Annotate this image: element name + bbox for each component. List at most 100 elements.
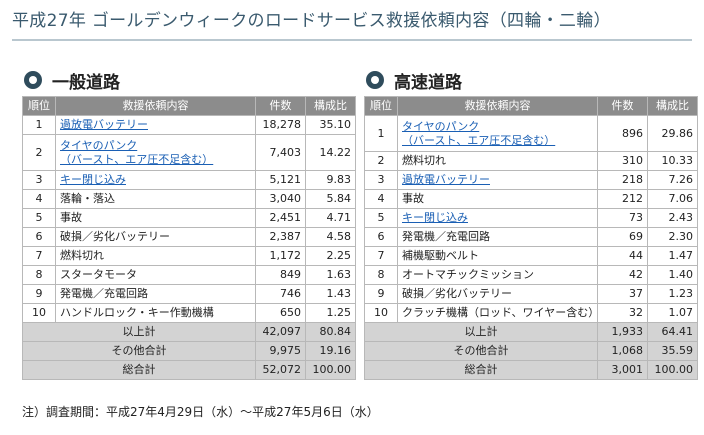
- rank-cell: 7: [364, 246, 398, 266]
- content-cell: 補機駆動ベルト: [397, 246, 598, 266]
- rank-cell: 10: [22, 303, 56, 323]
- table-row: 8 スタータモータ 849 1.63: [22, 265, 356, 285]
- count-cell: 746: [255, 284, 306, 304]
- content-cell: 発電機／充電回路: [55, 284, 256, 304]
- content-link[interactable]: キー閉じ込み: [60, 173, 126, 186]
- content-cell: 事故: [397, 189, 598, 209]
- count-cell: 42: [597, 265, 648, 285]
- others-label: その他合計: [22, 341, 256, 361]
- count-cell: 7,403: [255, 134, 306, 171]
- count-cell: 5,121: [255, 170, 306, 190]
- rank-cell: 6: [22, 227, 56, 247]
- subtotal-count: 1,933: [597, 322, 648, 342]
- content-text: 発電機／充電回路: [402, 230, 490, 243]
- content-cell: タイヤのパンク （バースト、エア圧不足含む）: [397, 115, 598, 152]
- table-row: 10 クラッチ機構（ロッド、ワイヤー含む） 32 1.07: [364, 303, 698, 323]
- content-link[interactable]: タイヤのパンク: [402, 119, 480, 133]
- ratio-cell: 2.43: [647, 208, 698, 228]
- content-text: 補機駆動ベルト: [402, 249, 479, 262]
- rank-cell: 1: [22, 115, 56, 135]
- rank-cell: 7: [22, 246, 56, 266]
- ratio-cell: 7.06: [647, 189, 698, 209]
- content-cell: 過放電バッテリー: [55, 115, 256, 135]
- subtotal-row: 以上計 1,933 64.41: [364, 322, 698, 342]
- table-row: 7 補機駆動ベルト 44 1.47: [364, 246, 698, 266]
- rank-cell: 9: [364, 284, 398, 304]
- highway-title: 高速道路: [394, 72, 462, 93]
- total-row: 総合計 52,072 100.00: [22, 360, 356, 380]
- ratio-cell: 29.86: [647, 115, 698, 152]
- content-text: 破損／劣化バッテリー: [60, 230, 170, 243]
- total-ratio: 100.00: [647, 360, 698, 380]
- count-cell: 73: [597, 208, 648, 228]
- content-cell: 過放電バッテリー: [397, 170, 598, 190]
- table-header-row: 順位 救援依頼内容 件数 構成比: [364, 96, 698, 116]
- content-link[interactable]: 過放電バッテリー: [60, 118, 148, 131]
- subtotal-row: 以上計 42,097 80.84: [22, 322, 356, 342]
- rank-cell: 5: [22, 208, 56, 228]
- content-cell: 燃料切れ: [397, 151, 598, 171]
- content-text: 燃料切れ: [60, 249, 104, 262]
- ratio-cell: 35.10: [305, 115, 356, 135]
- count-cell: 896: [597, 115, 648, 152]
- header-content: 救援依頼内容: [397, 96, 598, 116]
- rank-cell: 8: [364, 265, 398, 285]
- table-row: 4 落輪・落込 3,040 5.84: [22, 189, 356, 209]
- others-count: 9,975: [255, 341, 306, 361]
- content-cell: タイヤのパンク （バースト、エア圧不足含む）: [55, 134, 256, 171]
- ratio-cell: 1.43: [305, 284, 356, 304]
- general-road-heading: 一般道路: [24, 68, 355, 93]
- others-ratio: 35.59: [647, 341, 698, 361]
- rank-cell: 2: [22, 134, 56, 171]
- table-row: 1 過放電バッテリー 18,278 35.10: [22, 115, 356, 135]
- count-cell: 2,451: [255, 208, 306, 228]
- count-cell: 32: [597, 303, 648, 323]
- content-text: ハンドルロック・キー作動機構: [60, 306, 214, 319]
- content-cell: クラッチ機構（ロッド、ワイヤー含む）: [397, 303, 598, 323]
- ratio-cell: 1.47: [647, 246, 698, 266]
- ratio-cell: 4.71: [305, 208, 356, 228]
- count-cell: 69: [597, 227, 648, 247]
- subtotal-count: 42,097: [255, 322, 306, 342]
- content-link[interactable]: 過放電バッテリー: [402, 173, 490, 186]
- page-title: 平成27年 ゴールデンウィークのロードサービス救援依頼内容（四輪・二輪）: [12, 6, 692, 41]
- content-text: 発電機／充電回路: [60, 287, 148, 300]
- rank-cell: 6: [364, 227, 398, 247]
- content-text: オートマチックミッション: [402, 268, 534, 281]
- table-row: 10 ハンドルロック・キー作動機構 650 1.25: [22, 303, 356, 323]
- table-row: 7 燃料切れ 1,172 2.25: [22, 246, 356, 266]
- count-cell: 218: [597, 170, 648, 190]
- content-link[interactable]: （バースト、エア圧不足含む）: [402, 133, 556, 147]
- count-cell: 3,040: [255, 189, 306, 209]
- content-cell: スタータモータ: [55, 265, 256, 285]
- highway-heading: 高速道路: [366, 68, 697, 93]
- content-cell: ハンドルロック・キー作動機構: [55, 303, 256, 323]
- table-row: 9 発電機／充電回路 746 1.43: [22, 284, 356, 304]
- general-road-rows: 1 過放電バッテリー 18,278 35.10 2 タイヤのパンク （バースト、エア圧不足含…: [22, 115, 356, 380]
- table-row: 5 事故 2,451 4.71: [22, 208, 356, 228]
- total-count: 3,001: [597, 360, 648, 380]
- content-link[interactable]: キー閉じ込み: [402, 211, 468, 224]
- count-cell: 2,387: [255, 227, 306, 247]
- ratio-cell: 2.25: [305, 246, 356, 266]
- table-header-row: 順位 救援依頼内容 件数 構成比: [22, 96, 356, 116]
- survey-period-note: 注）調査期間：平成27年4月29日（水）～平成27年5月6日（水）: [22, 405, 379, 419]
- total-row: 総合計 3,001 100.00: [364, 360, 698, 380]
- subtotal-ratio: 80.84: [305, 322, 356, 342]
- ratio-cell: 1.07: [647, 303, 698, 323]
- count-cell: 18,278: [255, 115, 306, 135]
- subtotal-ratio: 64.41: [647, 322, 698, 342]
- content-link[interactable]: タイヤのパンク: [60, 138, 138, 152]
- general-road-table: 順位 救援依頼内容 件数 構成比 1 過放電バッテリー 18,278 35.10 2 タイ…: [22, 96, 356, 380]
- content-text: スタータモータ: [60, 268, 137, 281]
- content-cell: 落輪・落込: [55, 189, 256, 209]
- rank-cell: 3: [22, 170, 56, 190]
- content-cell: 発電機／充電回路: [397, 227, 598, 247]
- content-link[interactable]: （バースト、エア圧不足含む）: [60, 152, 214, 166]
- total-count: 52,072: [255, 360, 306, 380]
- table-row: 6 発電機／充電回路 69 2.30: [364, 227, 698, 247]
- count-cell: 849: [255, 265, 306, 285]
- ratio-cell: 1.40: [647, 265, 698, 285]
- content-cell: 燃料切れ: [55, 246, 256, 266]
- ratio-cell: 14.22: [305, 134, 356, 171]
